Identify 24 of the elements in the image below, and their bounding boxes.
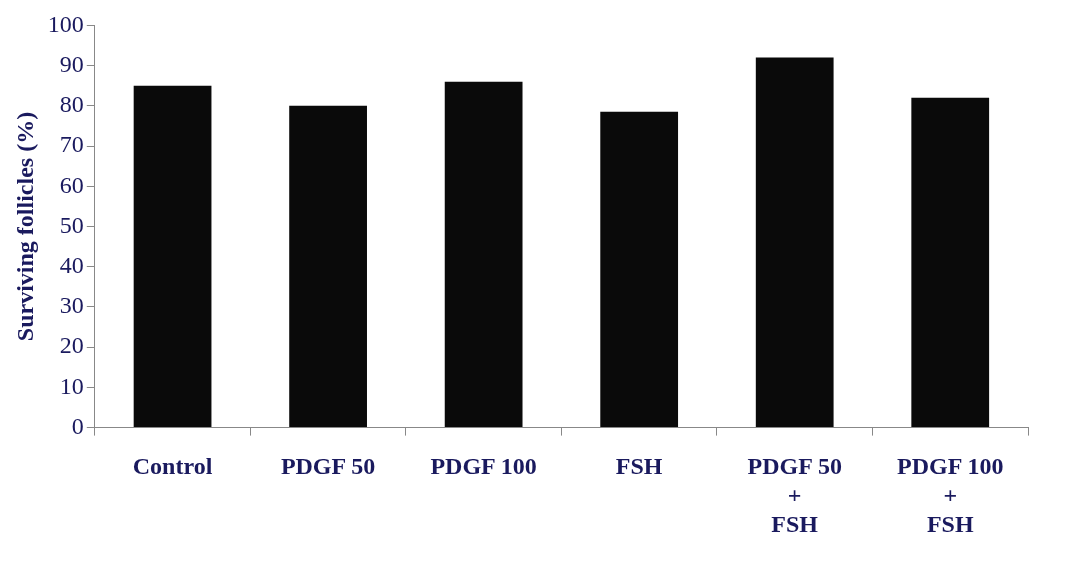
x-tick-label: Control — [132, 453, 213, 480]
bar — [600, 111, 679, 428]
y-axis-title: Surviving follicles (%) — [11, 111, 38, 342]
bar — [289, 105, 367, 428]
bar — [444, 81, 523, 428]
bar — [755, 57, 834, 428]
x-tick-label: PDGF 100 — [430, 453, 537, 480]
bar — [911, 97, 990, 428]
x-tick-label: PDGF 100 + FSH — [897, 453, 1004, 537]
y-tick-label: 40 — [59, 252, 84, 279]
y-tick-label: 10 — [59, 372, 84, 399]
y-tick-label: 50 — [59, 211, 84, 238]
y-tick-label: 60 — [59, 171, 84, 198]
y-tick-label: 100 — [47, 10, 84, 37]
y-tick-label: 30 — [59, 292, 84, 319]
y-tick-label: 70 — [59, 131, 84, 158]
x-tick-label: PDGF 50 — [280, 453, 376, 480]
y-tick-label: 0 — [71, 412, 84, 439]
x-tick-label: PDGF 50 + FSH — [747, 453, 842, 537]
y-tick-label: 90 — [59, 50, 84, 77]
x-tick-label: FSH — [615, 453, 663, 480]
bar — [133, 85, 212, 428]
y-tick-label: 80 — [59, 91, 84, 118]
y-tick-label: 20 — [59, 332, 84, 359]
